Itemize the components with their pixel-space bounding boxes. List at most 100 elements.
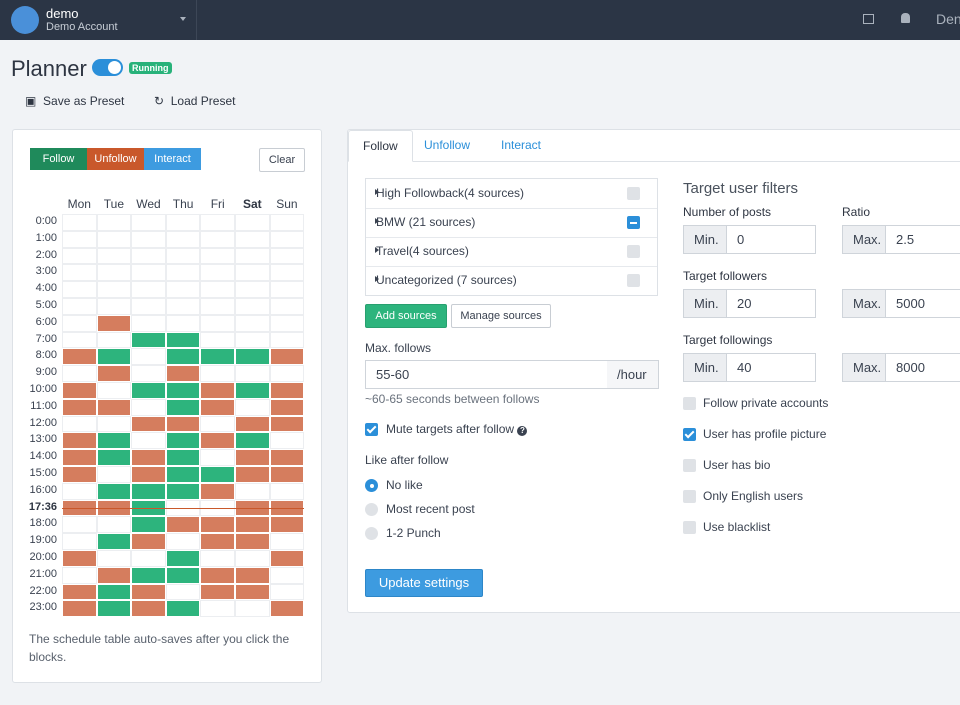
schedule-cell[interactable] [96,348,132,366]
schedule-cell[interactable] [235,314,270,332]
schedule-cell[interactable] [96,600,132,618]
schedule-cell[interactable] [269,264,305,282]
schedule-cell[interactable] [165,482,201,500]
schedule-cell[interactable] [62,466,97,483]
schedule-cell[interactable] [235,533,270,550]
schedule-cell[interactable] [62,264,97,282]
schedule-cell[interactable] [200,281,235,298]
schedule-cell[interactable] [165,449,201,466]
schedule-cell[interactable] [131,449,166,466]
filter-input[interactable]: 2.5 [885,225,960,254]
schedule-cell[interactable] [269,533,305,550]
schedule-cell[interactable] [62,398,97,416]
schedule-cell[interactable] [96,566,132,584]
schedule-cell[interactable] [96,432,132,450]
tab[interactable]: Follow [348,130,413,162]
filter-input[interactable]: 8000 [885,353,960,382]
schedule-cell[interactable] [235,466,270,483]
schedule-cell[interactable] [235,566,270,584]
schedule-cell[interactable] [200,482,235,500]
schedule-cell[interactable] [269,432,305,450]
schedule-cell[interactable] [131,247,166,265]
schedule-cell[interactable] [131,348,166,366]
schedule-cell[interactable] [96,449,132,466]
schedule-cell[interactable] [269,214,305,231]
schedule-cell[interactable] [235,415,270,433]
schedule-cell[interactable] [62,214,97,231]
filter-input[interactable]: 5000 [885,289,960,318]
schedule-cell[interactable] [62,600,97,618]
schedule-cell[interactable] [235,382,270,399]
schedule-cell[interactable] [200,533,235,550]
mode-button[interactable]: Unfollow [87,148,144,170]
source-checkbox[interactable] [627,187,640,200]
schedule-cell[interactable] [269,365,305,382]
schedule-cell[interactable] [96,550,132,567]
schedule-cell[interactable] [131,298,166,315]
save-preset[interactable]: ▣ Save as Preset [25,94,125,108]
filter-input[interactable]: 20 [726,289,816,318]
schedule-cell[interactable] [131,533,166,550]
schedule-cell[interactable] [235,281,270,298]
schedule-cell[interactable] [200,432,235,450]
schedule-cell[interactable] [200,298,235,315]
schedule-cell[interactable] [269,348,305,366]
schedule-cell[interactable] [96,298,132,315]
schedule-cell[interactable] [235,365,270,382]
schedule-cell[interactable] [235,298,270,315]
source-label[interactable]: BMW (21 sources) [376,215,476,229]
schedule-cell[interactable] [96,230,132,248]
schedule-cell[interactable] [131,415,166,433]
filter-checkbox[interactable] [683,459,696,472]
schedule-cell[interactable] [131,566,166,584]
schedule-cell[interactable] [200,264,235,282]
schedule-cell[interactable] [269,398,305,416]
schedule-cell[interactable] [235,264,270,282]
schedule-cell[interactable] [269,382,305,399]
schedule-cell[interactable] [131,482,166,500]
schedule-cell[interactable] [96,516,132,534]
schedule-cell[interactable] [200,230,235,248]
help-icon[interactable]: ? [517,426,528,436]
schedule-cell[interactable] [62,550,97,567]
filter-checkbox[interactable] [683,490,696,503]
schedule-cell[interactable] [165,499,201,517]
schedule-cell[interactable] [131,365,166,382]
source-label[interactable]: Travel(4 sources) [376,244,469,258]
schedule-cell[interactable] [200,247,235,265]
schedule-cell[interactable] [235,499,270,517]
schedule-cell[interactable] [235,583,270,601]
schedule-cell[interactable] [62,314,97,332]
schedule-cell[interactable] [62,230,97,248]
schedule-cell[interactable] [131,314,166,332]
schedule-cell[interactable] [200,449,235,466]
like-radio[interactable] [365,527,378,540]
schedule-cell[interactable] [165,348,201,366]
schedule-cell[interactable] [96,583,132,601]
schedule-cell[interactable] [96,281,132,298]
schedule-cell[interactable] [131,516,166,534]
schedule-cell[interactable] [131,281,166,298]
schedule-cell[interactable] [96,214,132,231]
schedule-cell[interactable] [96,499,132,517]
schedule-cell[interactable] [165,550,201,567]
schedule-cell[interactable] [269,499,305,517]
schedule-cell[interactable] [96,382,132,399]
schedule-cell[interactable] [131,466,166,483]
schedule-cell[interactable] [165,298,201,315]
schedule-cell[interactable] [131,230,166,248]
schedule-cell[interactable] [200,466,235,483]
schedule-cell[interactable] [165,398,201,416]
source-label[interactable]: High Followback(4 sources) [376,186,525,200]
schedule-cell[interactable] [269,298,305,315]
schedule-cell[interactable] [165,281,201,298]
max-follows-input[interactable]: 55-60 [365,360,608,389]
schedule-cell[interactable] [131,382,166,399]
schedule-cell[interactable] [62,298,97,315]
manage-sources-button[interactable]: Manage sources [451,304,551,328]
schedule-cell[interactable] [62,365,97,382]
schedule-cell[interactable] [269,449,305,466]
tab[interactable]: Unfollow [424,138,471,152]
tab[interactable]: Interact [501,138,542,152]
schedule-cell[interactable] [165,264,201,282]
